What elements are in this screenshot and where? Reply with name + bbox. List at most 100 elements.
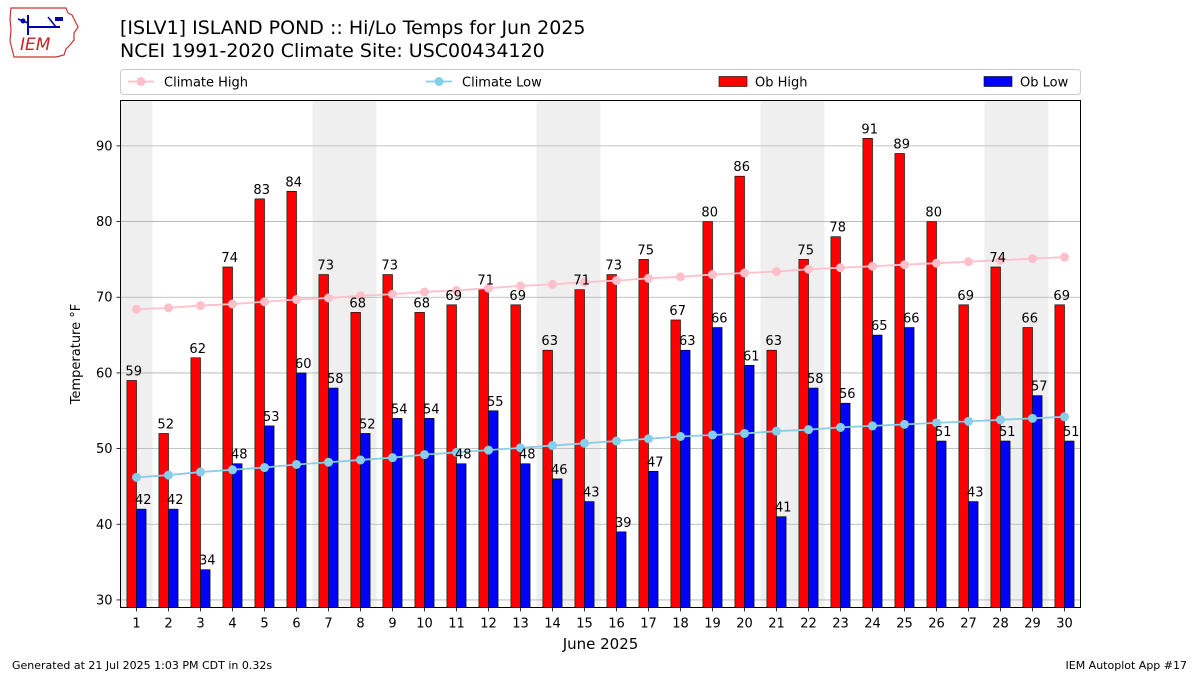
climate-high-point: [420, 287, 429, 297]
ob-high-label: 71: [573, 274, 590, 289]
climate-low-point: [996, 415, 1005, 425]
x-tick-label: 11: [448, 617, 465, 632]
ob-high-bar: [318, 274, 329, 608]
ob-low-bar: [136, 508, 147, 608]
ob-high-bar: [894, 153, 905, 608]
climate-low-point: [1028, 413, 1037, 423]
ob-low-bar: [552, 478, 563, 608]
climate-low-point: [548, 441, 557, 451]
climate-high-point: [516, 281, 525, 291]
y-tick-label: 30: [96, 593, 113, 608]
legend: Climate High Climate Low Ob High Ob Low: [120, 69, 1081, 95]
legend-ob-high-swatch: [718, 76, 748, 87]
ob-high-label: 83: [253, 183, 270, 198]
x-tick-label: 3: [196, 617, 204, 632]
y-gridlines: [120, 145, 1081, 601]
ob-low-label: 48: [231, 448, 248, 463]
climate-low-point: [420, 450, 429, 460]
x-tick-label: 10: [416, 617, 433, 632]
ob-high-bar: [1054, 304, 1065, 608]
climate-low-point: [356, 455, 365, 465]
x-tick-label: 25: [896, 617, 913, 632]
ob-low-label: 51: [1063, 425, 1080, 440]
ob-high-bar: [414, 312, 425, 608]
ob-low-label: 57: [1031, 380, 1048, 395]
ob-high-bar: [286, 191, 297, 608]
ob-high-bar: [574, 289, 585, 608]
x-tick-label: 29: [1024, 617, 1041, 632]
climate-high-point: [740, 268, 749, 278]
ob-high-bar: [926, 221, 937, 608]
ob-low-bar: [488, 410, 499, 608]
ob-high-label: 73: [317, 259, 334, 274]
ob-low-bar: [712, 327, 723, 608]
ob-high-label: 62: [189, 342, 206, 357]
ob-high-label: 73: [381, 259, 398, 274]
ob-low-label: 54: [391, 402, 408, 417]
climate-low-point: [132, 472, 141, 482]
climate-low-point: [900, 419, 909, 429]
ob-low-bar: [1000, 440, 1011, 608]
ob-high-bar: [670, 319, 681, 608]
x-tick-label: 8: [356, 617, 364, 632]
ob-high-bar: [222, 266, 233, 608]
x-tick-label: 20: [736, 617, 753, 632]
x-tick-label: 21: [768, 617, 785, 632]
ob-low-label: 51: [935, 425, 952, 440]
ob-high-bar: [1022, 327, 1033, 608]
climate-high-point: [196, 301, 205, 311]
ob-low-bar: [616, 531, 627, 608]
y-tick-label: 50: [96, 442, 113, 457]
climate-high-point: [484, 283, 493, 293]
x-tick-label: 4: [228, 617, 236, 632]
y-tick-label: 70: [96, 291, 113, 306]
ob-low-bar: [840, 402, 851, 608]
ob-low-bar: [872, 334, 883, 608]
climate-low-point: [260, 463, 269, 473]
y-tick-label: 60: [96, 366, 113, 381]
ob-low-bar: [200, 569, 211, 608]
ob-high-label: 78: [829, 221, 846, 236]
ob-high-label: 91: [861, 122, 878, 137]
ob-low-label: 53: [263, 410, 280, 425]
ob-low-bar: [264, 425, 275, 608]
app-label: IEM Autoplot App #17: [1065, 659, 1188, 672]
climate-high-point: [164, 303, 173, 313]
ob-low-bar: [424, 418, 435, 608]
ob-high-label: 74: [221, 251, 238, 266]
climate-high-point: [356, 291, 365, 301]
ob-high-label: 86: [733, 160, 750, 175]
ob-low-label: 54: [423, 402, 440, 417]
climate-high-point: [836, 263, 845, 273]
ob-low-bar: [904, 327, 915, 608]
climate-high-point: [388, 289, 397, 299]
ob-high-label: 69: [1053, 289, 1070, 304]
climate-low-point: [580, 438, 589, 448]
climate-low-point: [228, 465, 237, 475]
ob-high-label: 63: [765, 334, 782, 349]
climate-low-point: [644, 434, 653, 444]
climate-high-point: [676, 272, 685, 282]
y-tick-label: 40: [96, 518, 113, 533]
ob-low-bar: [680, 349, 691, 608]
ob-high-bar: [158, 433, 169, 608]
ob-low-label: 60: [295, 357, 312, 372]
climate-low-point: [388, 453, 397, 463]
climate-low-point: [516, 443, 525, 453]
x-tick-label: 16: [608, 617, 625, 632]
x-tick-label: 17: [640, 617, 657, 632]
climate-high-line: [136, 256, 1065, 311]
climate-high-point: [132, 304, 141, 314]
ob-low-label: 66: [711, 312, 728, 327]
climate-high-point: [868, 261, 877, 271]
climate-high-point: [1028, 254, 1037, 264]
x-tick-label: 26: [928, 617, 945, 632]
legend-ob-high-label: Ob High: [755, 76, 808, 91]
ob-high-bar: [830, 236, 841, 608]
legend-box: [120, 69, 1081, 95]
ob-low-label: 48: [455, 448, 472, 463]
ob-high-bar: [254, 198, 265, 608]
climate-lines: [132, 252, 1069, 482]
legend-ob-low-swatch: [983, 76, 1013, 87]
